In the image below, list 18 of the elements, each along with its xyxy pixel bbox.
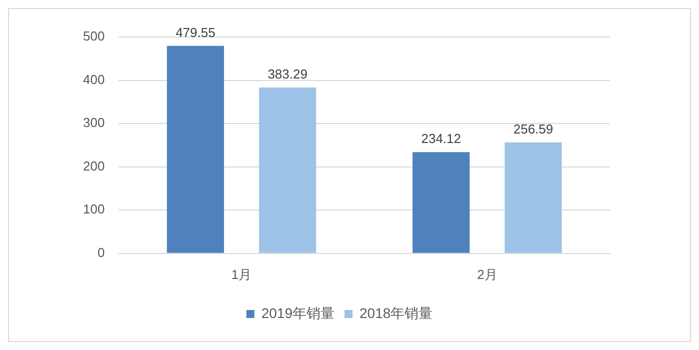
bar [259,88,316,253]
bar [504,142,562,253]
y-tick-label: 400 [82,72,105,87]
y-tick-label: 100 [82,202,105,217]
bar [166,46,224,253]
y-tick-label: 200 [82,158,105,174]
bar [412,152,470,253]
y-tick-label: 300 [82,115,105,130]
data-label: 256.59 [513,121,554,136]
legend-label: 2018年销量 [360,304,433,321]
legend-label: 2019年销量 [261,304,335,321]
data-label: 479.55 [176,24,216,40]
y-tick-label: 0 [97,244,105,260]
data-label: 234.12 [421,131,461,146]
x-tick-label: 1月 [231,266,252,282]
data-label: 383.29 [268,66,308,82]
y-tick-label: 500 [82,28,105,44]
x-tick-label: 2月 [477,266,498,282]
